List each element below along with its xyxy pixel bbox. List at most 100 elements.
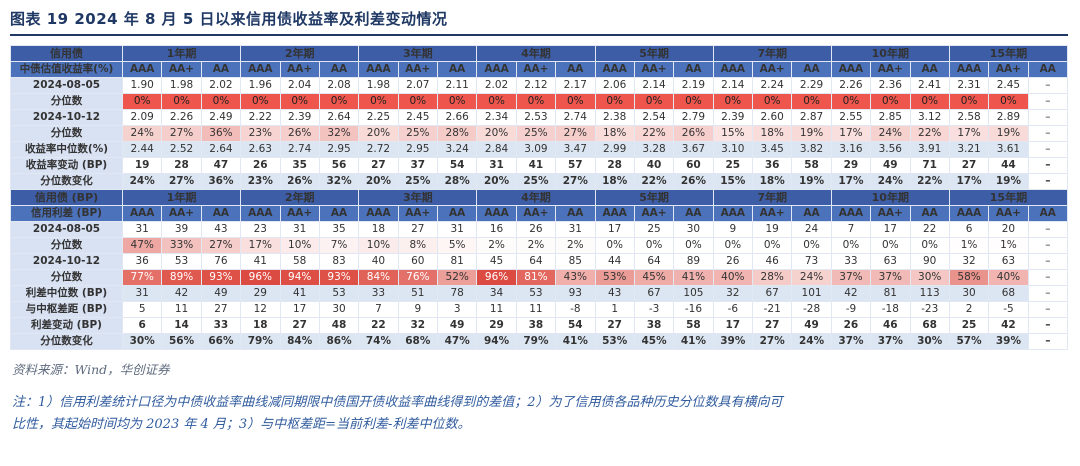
value-cell: 2.39 — [712, 109, 754, 126]
value-cell: 14 — [161, 317, 202, 334]
value-cell: 30 — [948, 285, 990, 302]
value-cell: 38 — [515, 317, 557, 334]
value-cell: 83 — [318, 253, 360, 270]
value-cell: 19 — [121, 157, 163, 174]
value-cell: 31 — [436, 221, 478, 238]
term-header: 7年期 — [712, 45, 832, 62]
value-cell: 2.63 — [240, 141, 281, 158]
value-cell: 27% — [555, 125, 596, 142]
value-cell: 3.12 — [909, 109, 950, 126]
value-cell: 2.02 — [476, 77, 517, 94]
value-cell: 73 — [791, 253, 832, 270]
value-cell: 0% — [200, 93, 242, 110]
value-cell: 2.29 — [791, 77, 832, 94]
value-cell: -6 — [712, 301, 754, 318]
value-cell: 31 — [121, 285, 163, 302]
figure-title-bar: 图表 19 2024 年 8 月 5 日以来信用债收益率及利差变动情况 — [10, 8, 1068, 36]
term-header: 5年期 — [594, 189, 714, 206]
rating-header: AAA — [121, 205, 163, 222]
table-row: 2024-08-05 31 39 43 23 31 35 18 27 31 16 26 31 17 25 30… — [10, 221, 1069, 238]
value-cell: 105 — [673, 285, 714, 302]
value-cell: 2.49 — [200, 109, 242, 126]
value-cell: 2.85 — [870, 109, 911, 126]
rating-header: AA — [200, 61, 242, 78]
value-cell: 2.24 — [751, 77, 793, 94]
value-cell: 90 — [909, 253, 950, 270]
term-header: 3年期 — [358, 45, 478, 62]
value-cell: 40% — [712, 269, 754, 286]
value-cell: 76 — [200, 253, 242, 270]
value-cell: 0% — [870, 93, 911, 110]
value-cell: 24% — [121, 173, 163, 190]
value-cell: 2.06 — [594, 77, 635, 94]
value-cell: 17% — [830, 125, 872, 142]
value-cell: 2.44 — [121, 141, 163, 158]
value-cell: 42 — [830, 285, 872, 302]
value-cell: 2.26 — [161, 109, 202, 126]
value-cell: 9 — [397, 301, 439, 318]
value-cell: 2.53 — [515, 109, 557, 126]
value-cell: 23 — [240, 221, 281, 238]
value-cell: 32 — [948, 253, 990, 270]
value-cell: 41% — [673, 269, 714, 286]
rating-header: AAA — [594, 205, 635, 222]
value-cell: 79% — [240, 333, 281, 350]
rating-header: AAA — [121, 61, 163, 78]
value-cell: 3.09 — [515, 141, 557, 158]
value-cell: 0% — [594, 237, 635, 254]
value-cell: 25% — [515, 173, 557, 190]
table-row: 分位数变化 24% 27% 36% 23% 26% 32% 20% 25% 28% 20% 25% 27… — [10, 173, 1069, 190]
value-cell: 0% — [515, 93, 557, 110]
value-cell: 63 — [870, 253, 911, 270]
rating-header: AAA — [476, 61, 517, 78]
value-cell: 53 — [515, 285, 557, 302]
value-cell: 20% — [358, 125, 399, 142]
rating-header: AAA — [476, 205, 517, 222]
value-cell: 38 — [633, 317, 675, 334]
value-cell: 42 — [161, 285, 202, 302]
value-cell: 22% — [633, 125, 675, 142]
value-cell: -18 — [870, 301, 911, 318]
value-cell: 3.82 — [791, 141, 832, 158]
value-cell: 31 — [555, 221, 596, 238]
value-cell: 26 — [830, 317, 872, 334]
value-cell: 64 — [515, 253, 557, 270]
value-cell: 2.19 — [673, 77, 714, 94]
value-cell: 18 — [240, 317, 281, 334]
value-cell: 85 — [555, 253, 596, 270]
value-cell: 17 — [279, 301, 320, 318]
value-cell: 17 — [870, 221, 911, 238]
footnote-line-2: 比性，其起始时间均为 2023 年 4 月；3）与中枢差距=当前利差-利差中位数… — [12, 417, 471, 433]
value-cell: 0% — [830, 237, 872, 254]
value-cell: 53% — [594, 333, 635, 350]
value-cell: 0% — [948, 93, 990, 110]
value-cell: 18% — [751, 173, 793, 190]
value-cell: 7 — [358, 301, 399, 318]
rating-header: AA+ — [751, 205, 793, 222]
value-cell: 10% — [358, 237, 399, 254]
value-cell: 84% — [358, 269, 399, 286]
value-cell: 0% — [161, 93, 202, 110]
term-header: 10年期 — [830, 189, 950, 206]
value-cell: 3.10 — [712, 141, 754, 158]
value-cell: 2.39 — [279, 109, 320, 126]
rating-header: AA+ — [633, 205, 675, 222]
value-cell: 37% — [870, 269, 911, 286]
value-cell: 2.26 — [830, 77, 872, 94]
value-cell: 51 — [397, 285, 439, 302]
value-cell: 0% — [870, 237, 911, 254]
rating-header: AA — [791, 205, 832, 222]
term-header: 4年期 — [476, 45, 596, 62]
value-cell: 93% — [200, 269, 242, 286]
row-label: 收益率中位数(%) — [10, 141, 123, 158]
value-cell: 27% — [161, 173, 202, 190]
value-cell: 47 — [200, 157, 242, 174]
value-cell: 30% — [121, 333, 163, 350]
value-cell: 81% — [515, 269, 557, 286]
value-cell: 9 — [712, 221, 754, 238]
value-cell: 68 — [909, 317, 950, 334]
value-cell: 47% — [121, 237, 163, 254]
value-cell: 1.98 — [161, 77, 202, 94]
value-cell: 26 — [240, 157, 281, 174]
table-row: 利差中位数 (BP) 31 42 49 29 41 53 33 51 78 34 53 93 43 67 10… — [10, 285, 1069, 302]
